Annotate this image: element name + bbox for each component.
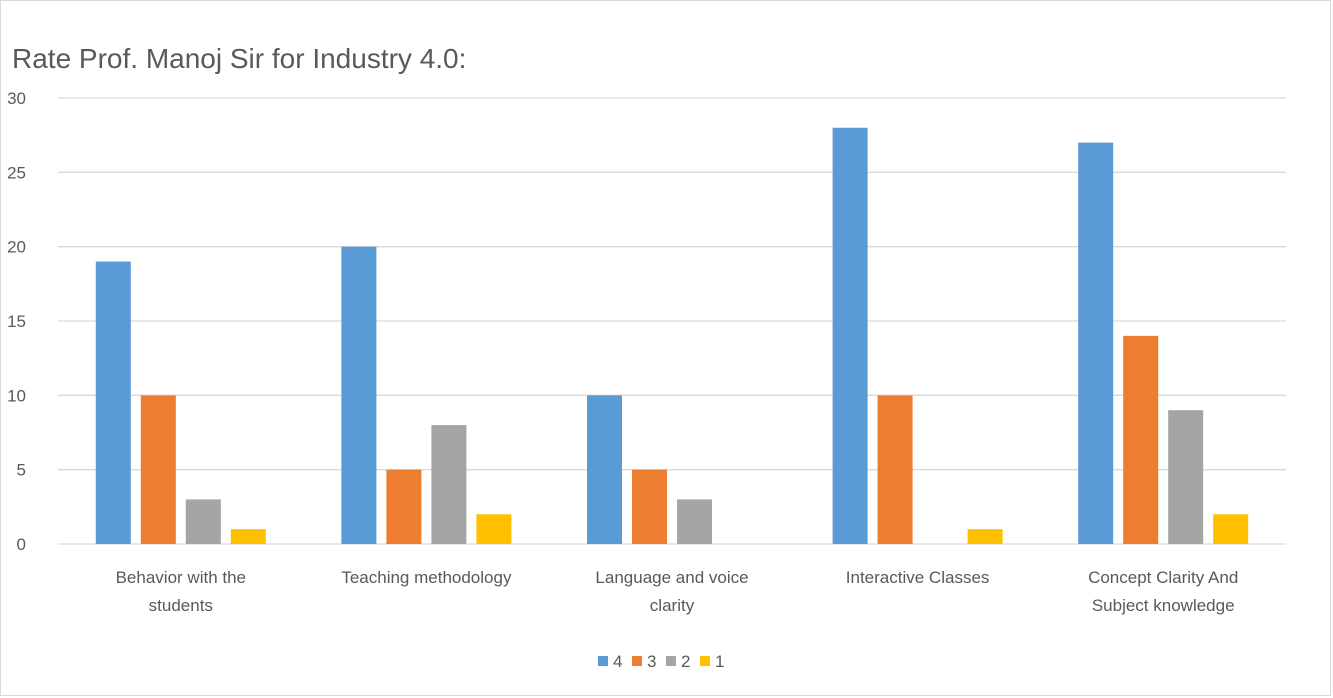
x-category-label: Behavior with the xyxy=(116,568,246,587)
legend-swatch-4 xyxy=(598,656,608,666)
y-tick-label: 0 xyxy=(17,535,26,554)
bar-series-4-cat-2 xyxy=(587,395,622,544)
x-category-label: Concept Clarity And xyxy=(1088,568,1238,587)
bar-series-4-cat-1 xyxy=(341,246,377,544)
y-axis-ticks: 0 5 10 15 20 25 30 xyxy=(7,89,26,554)
legend-swatch-3 xyxy=(632,656,642,666)
bar-series-3-cat-1 xyxy=(386,469,422,544)
x-category-label: Subject knowledge xyxy=(1092,596,1235,615)
y-tick-label: 15 xyxy=(7,312,26,331)
y-tick-label: 30 xyxy=(7,89,26,108)
x-category-label: Language and voice xyxy=(595,568,748,587)
x-category-label: clarity xyxy=(650,596,695,615)
x-category-label: students xyxy=(149,596,213,615)
y-tick-label: 25 xyxy=(7,163,26,182)
legend: 4 3 2 1 xyxy=(598,652,724,671)
bar-series-1-cat-1 xyxy=(476,514,512,544)
bar-series-2-cat-0 xyxy=(185,499,221,544)
bar-series-3-cat-3 xyxy=(877,395,913,544)
bar-series-3-cat-2 xyxy=(632,469,667,544)
legend-label-3: 3 xyxy=(647,652,656,671)
legend-swatch-2 xyxy=(666,656,676,666)
bar-series-1-cat-4 xyxy=(1213,514,1249,544)
bars xyxy=(95,127,1249,544)
x-category-label: Teaching methodology xyxy=(341,568,512,587)
bar-series-1-cat-3 xyxy=(967,529,1003,544)
bar-series-3-cat-0 xyxy=(140,395,176,544)
y-tick-label: 20 xyxy=(7,238,26,257)
y-tick-label: 10 xyxy=(7,386,26,405)
legend-swatch-1 xyxy=(700,656,710,666)
bar-series-3-cat-4 xyxy=(1123,335,1159,544)
bar-series-2-cat-4 xyxy=(1168,410,1204,544)
chart-title: Rate Prof. Manoj Sir for Industry 4.0: xyxy=(12,43,466,74)
bar-series-4-cat-0 xyxy=(95,261,131,544)
x-axis-categories: Behavior with the students Teaching method… xyxy=(116,568,1239,615)
y-tick-label: 5 xyxy=(17,461,26,480)
bar-series-2-cat-1 xyxy=(431,425,467,544)
bar-series-4-cat-4 xyxy=(1078,142,1114,544)
bar-series-2-cat-2 xyxy=(677,499,712,544)
legend-label-1: 1 xyxy=(715,652,724,671)
bar-series-1-cat-0 xyxy=(230,529,266,544)
bar-series-4-cat-3 xyxy=(832,127,868,544)
legend-label-2: 2 xyxy=(681,652,690,671)
x-category-label: Interactive Classes xyxy=(846,568,990,587)
legend-label-4: 4 xyxy=(613,652,622,671)
